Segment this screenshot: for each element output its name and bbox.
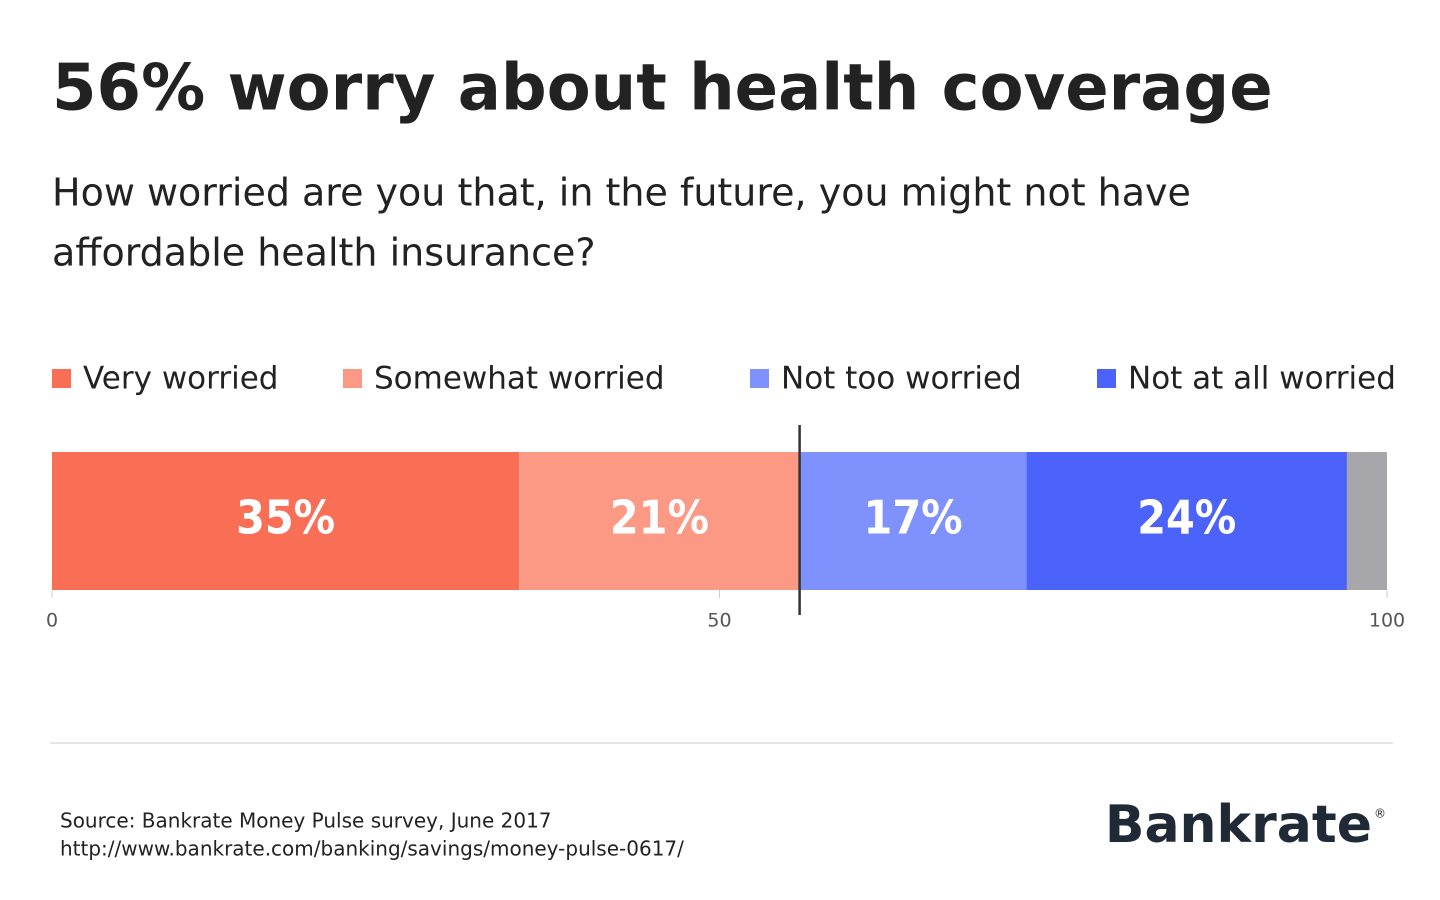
x-tick-label: 50 <box>707 610 731 632</box>
legend-label: Not at all worried <box>1128 361 1396 397</box>
legend-label: Very worried <box>83 361 278 397</box>
legend-label: Not too worried <box>781 361 1022 397</box>
bar-segment <box>1026 452 1347 590</box>
legend-label: Somewhat worried <box>374 361 665 397</box>
bar-segment <box>799 452 1027 590</box>
value-label: 17% <box>864 491 963 545</box>
subtitle: How worried are you that, in the future,… <box>52 171 1191 215</box>
bar-segment <box>52 452 520 590</box>
bar-segment <box>519 452 800 590</box>
value-label: 21% <box>610 491 709 545</box>
legend-swatch <box>52 369 71 388</box>
source: Source: Bankrate Money Pulse survey, Jun… <box>60 809 552 833</box>
x-tick-label: 0 <box>46 610 58 632</box>
bar-segment <box>1346 452 1387 590</box>
source-url: http://www.bankrate.com/banking/savings/… <box>60 837 684 861</box>
subtitle: affordable health insurance? <box>52 231 596 275</box>
legend-swatch <box>750 369 769 388</box>
chart-title: 56% worry about health coverage <box>52 52 1273 126</box>
value-label: 24% <box>1137 491 1236 545</box>
value-label: 35% <box>236 491 335 545</box>
brand-mark: ® <box>1374 807 1386 821</box>
legend-swatch <box>343 369 362 388</box>
legend-swatch <box>1097 369 1116 388</box>
brand: Bankrate <box>1105 795 1372 855</box>
x-tick-label: 100 <box>1369 610 1405 632</box>
